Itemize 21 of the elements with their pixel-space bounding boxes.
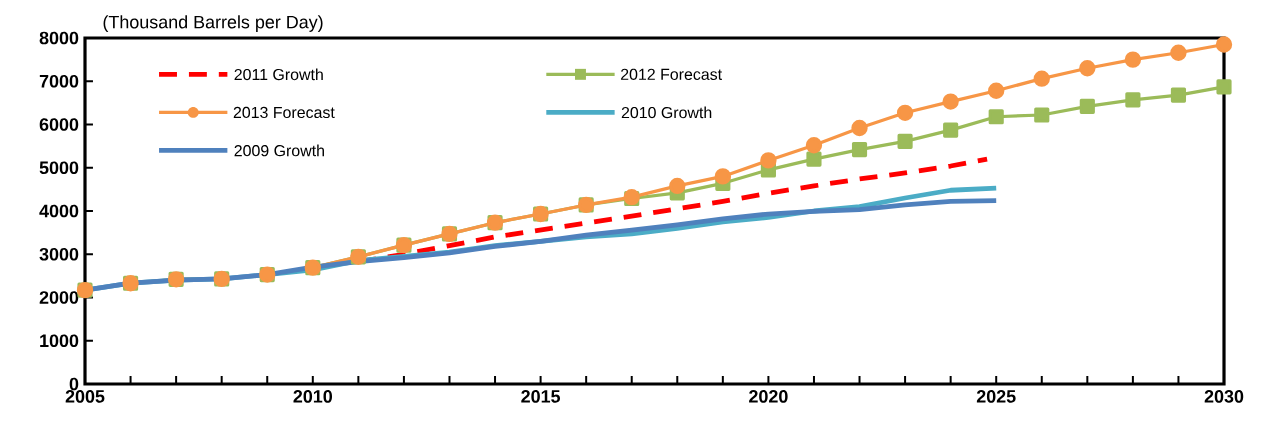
y-tick-label: 2000 [39,291,79,304]
y-tick-label: 6000 [39,118,79,131]
y-tick-label: 8000 [39,31,79,45]
x-tick-label: 2030 [1204,390,1244,403]
x-tick-label: 2010 [293,390,333,403]
legend-label: 2009 Growth [234,144,324,157]
legend-label: 2013 Forecast [233,106,335,119]
x-tick-label: 2005 [65,390,105,403]
x-tick-label: 2015 [521,390,561,403]
y-tick-label: 1000 [40,334,79,348]
y-axis-title: (Thousand Barrels per Day) [103,15,323,32]
x-tick-label: 2020 [749,390,788,403]
legend-label: 2010 Growth [621,106,712,119]
legend-label: 2011 Growth [234,68,323,81]
x-tick-label: 2025 [976,390,1016,403]
y-tick-label: 5000 [39,161,79,175]
y-tick-label: 7000 [39,74,79,88]
y-tick-label: 3000 [39,247,79,261]
y-tick-label: 4000 [39,204,79,218]
y-tick-label: 0 [69,377,79,391]
legend-label: 2012 Forecast [621,68,722,80]
